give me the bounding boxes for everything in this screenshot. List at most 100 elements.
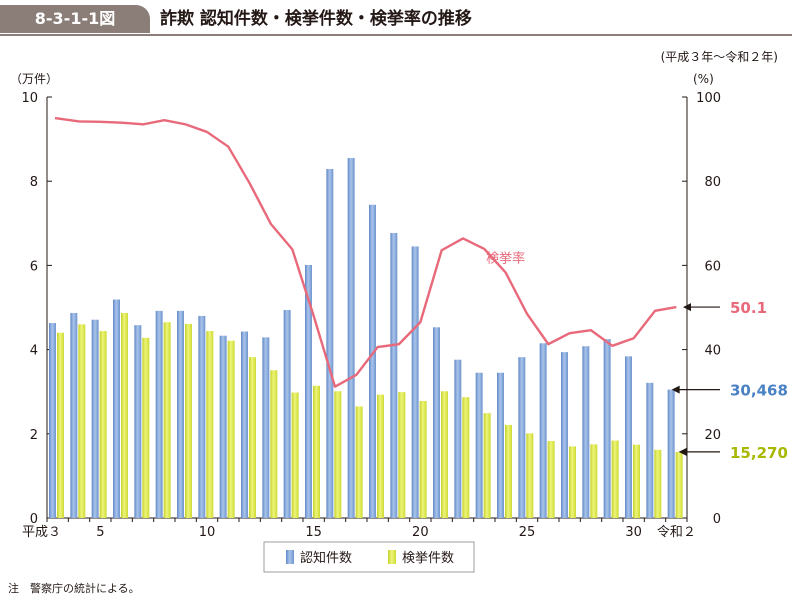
ninchi-bar [283, 310, 291, 518]
kenkyo-bar [654, 449, 662, 518]
x-tick-label: 25 [519, 525, 536, 540]
kenkyo-bar [505, 424, 512, 518]
ninchi-bar [475, 372, 483, 518]
footnote: 注 警察庁の統計による。 [8, 582, 140, 595]
kenkyo-bar [163, 322, 171, 518]
ninchi-bar [177, 310, 184, 518]
kenkyo-bar [611, 440, 619, 518]
x-tick-label: 平成３ [22, 525, 61, 540]
kenkyo-bar [633, 444, 640, 518]
ninchi-bar [70, 312, 78, 518]
kenkyo-bar [526, 433, 534, 518]
ninchi-bar [539, 343, 547, 518]
kenkyo-bar [99, 331, 107, 518]
ninchi-bar [326, 168, 334, 518]
left-tick-label: 6 [30, 259, 38, 274]
ninchi-bar [198, 315, 206, 518]
kenkyo-bar [483, 413, 491, 518]
kenkyo-bar [57, 332, 64, 518]
kenkyo-bar [398, 392, 406, 518]
right-tick-label: 0 [713, 512, 721, 527]
kenkyo-bar [121, 312, 128, 518]
ninchi-bar [49, 323, 56, 518]
left-tick-label: 4 [30, 344, 38, 359]
x-tick-label: 10 [199, 525, 216, 540]
legend-ninchi-label: 認知件数 [300, 550, 352, 566]
kenkyo-bar [355, 406, 363, 518]
ninchi-bar [561, 352, 568, 518]
x-tick-label: 5 [96, 525, 104, 540]
ninchi-bar [411, 246, 419, 518]
annotation-arrow-head [678, 447, 687, 456]
header-divider [0, 34, 792, 36]
kenkyo-bar [675, 451, 683, 518]
ninchi-bar [134, 325, 142, 518]
left-axis-unit: （万件） [10, 72, 58, 86]
annotation-arrow-head [671, 385, 680, 394]
ninchi-bar [155, 310, 163, 518]
right-tick-label: 40 [704, 344, 721, 359]
period-label: (平成３年〜令和２年) [660, 50, 778, 64]
right-axis-unit: (%) [693, 72, 714, 86]
ninchi-bar [667, 389, 675, 518]
kenkyo-bar [249, 357, 256, 518]
kenkyo-bar [334, 391, 342, 518]
ninchi-bar [454, 359, 462, 518]
ninchi-bar [433, 327, 440, 518]
ninchi-bar [262, 337, 270, 518]
left-tick-label: 2 [30, 428, 38, 443]
end-value-label: 30,468 [730, 382, 788, 400]
left-tick-label: 0 [30, 512, 38, 527]
ninchi-bar [91, 319, 99, 518]
kenkyo-bar [291, 392, 299, 518]
header-bar: 8-3-1-1図 詐欺 認知件数・検挙件数・検挙率の推移 [0, 0, 792, 36]
right-tick-label: 100 [696, 91, 721, 106]
right-tick-label: 80 [704, 175, 721, 190]
legend-box [263, 541, 475, 573]
left-tick-label: 8 [30, 175, 38, 190]
ninchi-bar [113, 299, 120, 518]
x-tick-label: 20 [412, 525, 429, 540]
kenkyo-bar [78, 324, 86, 518]
ninchi-bar [390, 232, 398, 518]
figure-number-badge: 8-3-1-1図 [0, 5, 150, 33]
ninchi-bar [646, 382, 654, 518]
end-value-label: 15,270 [730, 444, 788, 462]
figure-title: 詐欺 認知件数・検挙件数・検挙率の推移 [160, 9, 472, 29]
ninchi-bar [582, 346, 590, 518]
arrest-rate-line [54, 116, 677, 388]
ninchi-bar [241, 331, 248, 518]
x-tick-label: 30 [625, 525, 642, 540]
kenkyo-bar [227, 340, 235, 518]
kenkyo-bar [185, 323, 192, 518]
ninchi-bar [518, 357, 526, 518]
legend-ninchi-swatch [286, 550, 294, 564]
ninchi-bar [497, 372, 504, 518]
ninchi-bar [603, 339, 611, 518]
left-tick-label: 10 [21, 91, 38, 106]
end-value-label: 50.1 [730, 299, 767, 317]
kenkyo-bar [462, 397, 470, 518]
kenkyo-bar [569, 446, 576, 518]
annotation-arrow-head [683, 303, 691, 312]
kenkyo-bar [313, 385, 320, 518]
ninchi-bar [305, 264, 312, 518]
arrest-rate-line-label: 検挙率 [486, 251, 525, 267]
kenkyo-bar [419, 400, 427, 518]
legend-kenkyo-label: 検挙件数 [402, 551, 454, 566]
kenkyo-bar [270, 370, 278, 518]
ninchi-bar [347, 158, 355, 519]
kenkyo-bar [547, 440, 555, 518]
legend-kenkyo-swatch [388, 550, 396, 564]
right-tick-label: 60 [704, 259, 721, 274]
x-tick-label: 15 [305, 525, 322, 540]
kenkyo-bar [377, 394, 384, 518]
kenkyo-bar [590, 444, 598, 518]
ninchi-bar [625, 356, 632, 518]
kenkyo-bar [206, 331, 214, 518]
right-tick-label: 20 [704, 428, 721, 443]
kenkyo-bar [142, 337, 150, 518]
ninchi-bar [369, 204, 376, 518]
kenkyo-bar [441, 391, 448, 518]
